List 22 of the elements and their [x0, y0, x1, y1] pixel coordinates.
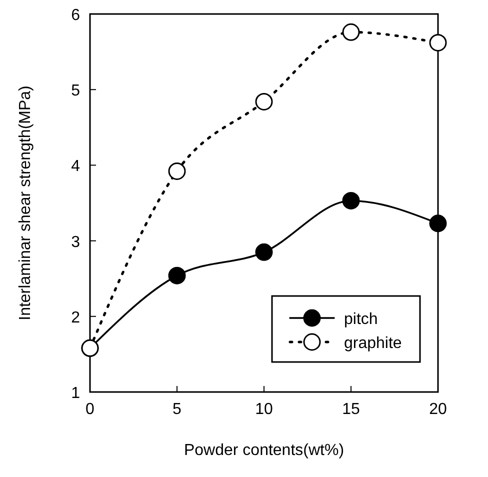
y-tick-label: 5 — [71, 82, 80, 100]
y-tick-label: 3 — [71, 234, 80, 251]
point — [168, 266, 186, 284]
x-tick-label: 20 — [429, 401, 447, 418]
point — [255, 243, 273, 261]
x-tick-label: 10 — [255, 401, 273, 418]
legend-label: pitch — [344, 311, 378, 328]
point — [255, 92, 273, 110]
x-tick-label: 15 — [342, 401, 360, 418]
legend-label: graphite — [344, 335, 402, 352]
point — [429, 214, 447, 232]
y-axis-title: Interlaminar shear strength(MPa) — [17, 86, 34, 320]
point — [429, 34, 447, 52]
x-tick-label: 0 — [86, 401, 95, 418]
x-tick-label: 5 — [172, 401, 182, 418]
y-tick-label: 6 — [71, 7, 80, 24]
y-tick-label: 2 — [71, 309, 80, 326]
y-tick-label: 1 — [71, 385, 80, 402]
point — [168, 162, 186, 180]
x-axis-title: Powder contents(wt%) — [184, 442, 344, 459]
y-tick-label: 4 — [71, 158, 80, 176]
point — [342, 192, 360, 210]
